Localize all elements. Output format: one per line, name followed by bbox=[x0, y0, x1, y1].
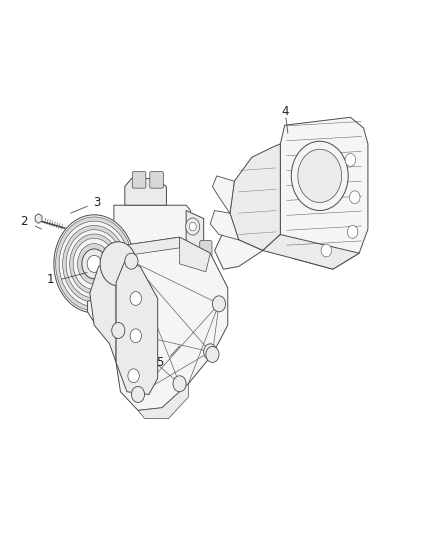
Polygon shape bbox=[212, 176, 234, 213]
Polygon shape bbox=[116, 261, 158, 394]
Polygon shape bbox=[215, 232, 263, 269]
Circle shape bbox=[66, 230, 122, 298]
Polygon shape bbox=[186, 211, 204, 290]
Polygon shape bbox=[280, 117, 368, 269]
Circle shape bbox=[131, 386, 145, 402]
Circle shape bbox=[169, 310, 181, 325]
Circle shape bbox=[95, 310, 107, 325]
Circle shape bbox=[87, 255, 101, 272]
Circle shape bbox=[54, 215, 134, 313]
Circle shape bbox=[130, 329, 141, 343]
Circle shape bbox=[298, 149, 342, 203]
Circle shape bbox=[291, 141, 348, 211]
Polygon shape bbox=[125, 179, 166, 205]
Circle shape bbox=[130, 292, 141, 305]
Polygon shape bbox=[138, 384, 188, 418]
Polygon shape bbox=[230, 144, 280, 251]
FancyBboxPatch shape bbox=[150, 172, 163, 188]
Circle shape bbox=[82, 249, 106, 279]
Circle shape bbox=[347, 225, 358, 238]
Circle shape bbox=[206, 346, 219, 362]
Polygon shape bbox=[210, 211, 239, 240]
Polygon shape bbox=[125, 237, 180, 256]
Text: 3: 3 bbox=[93, 196, 100, 209]
Circle shape bbox=[78, 244, 111, 284]
Circle shape bbox=[73, 238, 115, 289]
Circle shape bbox=[63, 225, 126, 302]
Polygon shape bbox=[114, 205, 191, 296]
Circle shape bbox=[128, 369, 139, 383]
Polygon shape bbox=[180, 237, 210, 272]
Circle shape bbox=[189, 222, 196, 231]
Circle shape bbox=[212, 296, 226, 312]
Circle shape bbox=[204, 344, 217, 360]
Text: 4: 4 bbox=[281, 106, 289, 118]
Circle shape bbox=[345, 154, 356, 166]
Circle shape bbox=[186, 266, 200, 283]
Polygon shape bbox=[88, 296, 191, 333]
Polygon shape bbox=[263, 235, 359, 269]
Polygon shape bbox=[96, 301, 184, 328]
Circle shape bbox=[186, 218, 200, 235]
Text: 1: 1 bbox=[46, 273, 54, 286]
Text: 2: 2 bbox=[20, 215, 28, 228]
Text: 5: 5 bbox=[156, 356, 163, 369]
Circle shape bbox=[350, 191, 360, 204]
Circle shape bbox=[173, 376, 186, 392]
Circle shape bbox=[100, 242, 136, 286]
Polygon shape bbox=[116, 237, 228, 410]
Polygon shape bbox=[90, 245, 125, 362]
Circle shape bbox=[143, 318, 155, 333]
Circle shape bbox=[112, 322, 125, 338]
Circle shape bbox=[189, 270, 196, 279]
FancyBboxPatch shape bbox=[200, 240, 212, 266]
Polygon shape bbox=[35, 214, 42, 223]
Circle shape bbox=[56, 217, 133, 311]
Circle shape bbox=[70, 234, 119, 294]
Circle shape bbox=[59, 221, 129, 306]
Circle shape bbox=[321, 244, 332, 257]
Circle shape bbox=[125, 253, 138, 269]
FancyBboxPatch shape bbox=[132, 172, 146, 188]
